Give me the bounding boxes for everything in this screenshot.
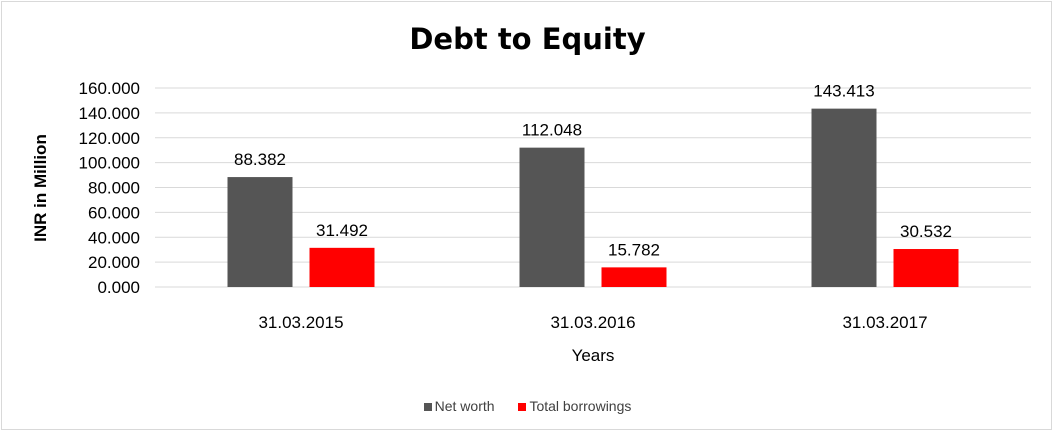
y-tick-label: 20.000: [88, 253, 140, 272]
bar-networth: [811, 108, 877, 287]
y-tick-label: 140.000: [79, 104, 140, 123]
data-label: 88.382: [234, 150, 286, 169]
legend-swatch-networth: [423, 403, 432, 411]
bar-networth: [227, 177, 293, 287]
data-label: 112.048: [522, 121, 582, 140]
y-tick-label: 120.000: [79, 129, 140, 148]
bar-borrowings: [601, 267, 667, 287]
y-tick-label: 0.000: [97, 278, 140, 297]
chart-title: Debt to Equity: [409, 22, 646, 56]
legend-item-networth: Net worth: [423, 398, 495, 414]
data-label: 30.532: [900, 222, 952, 241]
y-tick-label: 60.000: [88, 203, 140, 222]
data-label: 15.782: [608, 240, 660, 259]
y-tick-label: 80.000: [88, 179, 140, 198]
x-tick-label: 31.03.2017: [842, 313, 927, 332]
y-axis-title: INR in Million: [31, 134, 50, 242]
legend-label: Net worth: [434, 398, 495, 414]
y-tick-label: 160.000: [79, 79, 140, 98]
y-tick-label: 100.000: [79, 154, 140, 173]
legend-item-borrowings: Total borrowings: [518, 398, 631, 414]
legend: Net worth Total borrowings: [0, 398, 1055, 414]
data-label: 143.413: [813, 82, 874, 101]
y-tick-label: 40.000: [88, 228, 140, 247]
x-tick-label: 31.03.2016: [550, 313, 635, 332]
data-label: 31.492: [316, 221, 368, 240]
x-axis-title: Years: [572, 346, 615, 365]
bar-networth: [519, 147, 585, 287]
legend-label: Total borrowings: [529, 398, 632, 414]
bar-borrowings: [309, 247, 375, 287]
legend-swatch-borrowings: [518, 403, 527, 411]
x-tick-label: 31.03.2015: [258, 313, 343, 332]
bar-borrowings: [893, 249, 959, 287]
